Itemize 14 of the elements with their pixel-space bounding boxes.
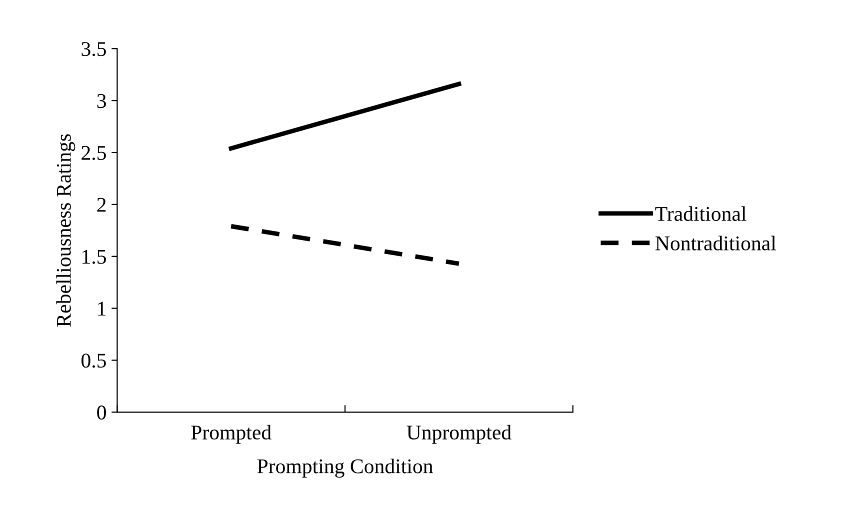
y-tick-label: 1.5: [82, 250, 106, 264]
y-tick-label: 0: [97, 406, 106, 420]
x-axis-title: Prompting Condition: [257, 458, 433, 478]
y-tick-label: 0.5: [82, 354, 106, 368]
legend-label: Traditional: [655, 206, 746, 221]
legend-label: Nontraditional: [656, 236, 776, 250]
y-tick-label: 3: [97, 94, 106, 108]
y-tick-label: 2.5: [82, 146, 106, 160]
y-tick-label: 2: [97, 198, 106, 212]
y-tick-label: 1: [98, 302, 106, 316]
x-tick-label: Unprompted: [406, 424, 512, 444]
y-tick-label: 3.5: [82, 42, 106, 56]
x-tick-label: Prompted: [191, 424, 272, 444]
y-axis-title: Rebelliousness Ratings: [56, 134, 76, 327]
